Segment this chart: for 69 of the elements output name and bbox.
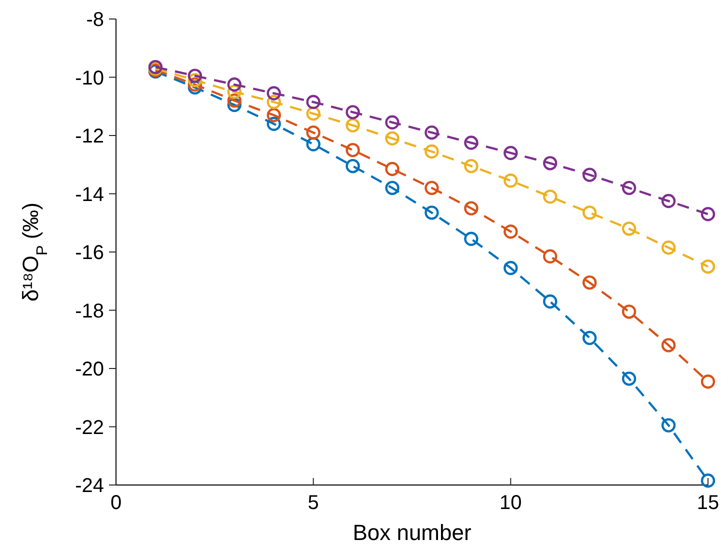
point (188, 73, 202, 88)
point (543, 249, 558, 264)
point (700, 207, 716, 222)
point (582, 168, 597, 182)
point (464, 158, 478, 174)
point (346, 142, 360, 158)
point (346, 118, 360, 132)
point (385, 180, 400, 196)
point (582, 206, 597, 220)
y-tick-label: -10 (75, 67, 104, 90)
x-tick-label: 0 (110, 492, 122, 514)
point (582, 275, 597, 290)
point (543, 190, 558, 204)
point (700, 474, 716, 488)
point (582, 330, 597, 346)
point (266, 108, 281, 122)
point (700, 374, 716, 389)
x-tick-label: 5 (308, 492, 319, 514)
point (622, 222, 636, 236)
point (385, 162, 400, 176)
point (188, 68, 202, 83)
y-tick-label: -20 (75, 358, 104, 380)
point (622, 304, 636, 319)
point (424, 206, 439, 220)
point (622, 372, 636, 386)
point (306, 94, 320, 110)
point (504, 174, 518, 188)
point (306, 125, 320, 140)
y-tick-label: -18 (75, 300, 104, 322)
point (306, 106, 320, 121)
point (504, 260, 518, 276)
point (464, 232, 478, 246)
point (266, 86, 281, 100)
point (424, 144, 439, 159)
point (227, 77, 242, 92)
point (346, 158, 360, 174)
x-tick-label: 15 (696, 492, 720, 514)
y-tick-label: -12 (75, 126, 104, 148)
x-tick-label: 10 (500, 492, 522, 514)
y-tick-label: -14 (75, 184, 104, 206)
point (188, 77, 202, 92)
point (266, 94, 281, 110)
point (661, 418, 676, 432)
y-tick-label: -8 (86, 9, 104, 31)
point (700, 259, 716, 274)
point (266, 116, 281, 131)
y-tick-label: -16 (75, 242, 104, 264)
point (385, 131, 400, 146)
point (424, 180, 439, 196)
point (622, 180, 636, 196)
x-axis-title: Box number (352, 520, 472, 545)
point (543, 294, 558, 309)
y-tick-label: -24 (75, 475, 104, 497)
y-tick-label: -22 (75, 416, 104, 439)
point (661, 338, 676, 352)
point (227, 98, 242, 112)
point (306, 137, 320, 152)
point (661, 194, 676, 208)
point (385, 115, 400, 130)
point (543, 156, 558, 170)
point (504, 146, 518, 160)
point (424, 125, 439, 140)
point (346, 105, 360, 120)
point (504, 224, 518, 239)
point (227, 84, 242, 99)
point (661, 240, 676, 255)
point (464, 201, 478, 216)
point (464, 136, 478, 150)
point (227, 93, 242, 108)
